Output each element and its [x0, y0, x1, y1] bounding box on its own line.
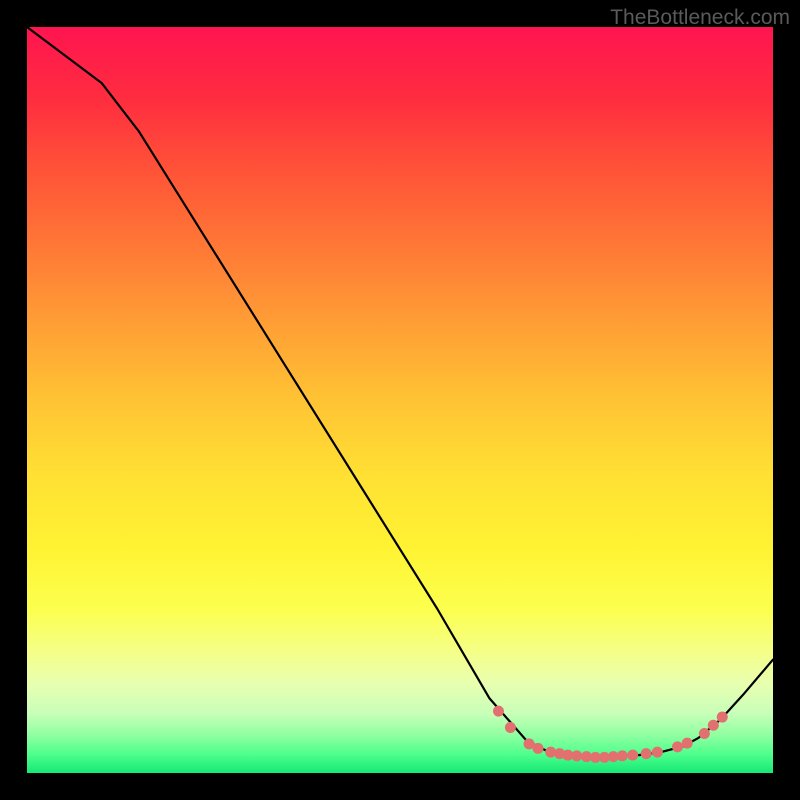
data-marker [493, 706, 504, 717]
data-marker [505, 722, 516, 733]
data-marker [708, 720, 719, 731]
data-marker [652, 747, 663, 758]
data-marker [717, 712, 728, 723]
data-marker [617, 750, 628, 761]
data-marker [672, 741, 683, 752]
chart-plot-area [27, 27, 773, 773]
marker-group [493, 706, 728, 763]
data-marker [571, 750, 582, 761]
data-marker [627, 750, 638, 761]
bottleneck-curve [27, 27, 773, 757]
data-marker [641, 748, 652, 759]
watermark-text: TheBottleneck.com [610, 6, 790, 30]
chart-curve-layer [27, 27, 773, 773]
data-marker [699, 728, 710, 739]
data-marker [682, 738, 693, 749]
data-marker [533, 743, 544, 754]
